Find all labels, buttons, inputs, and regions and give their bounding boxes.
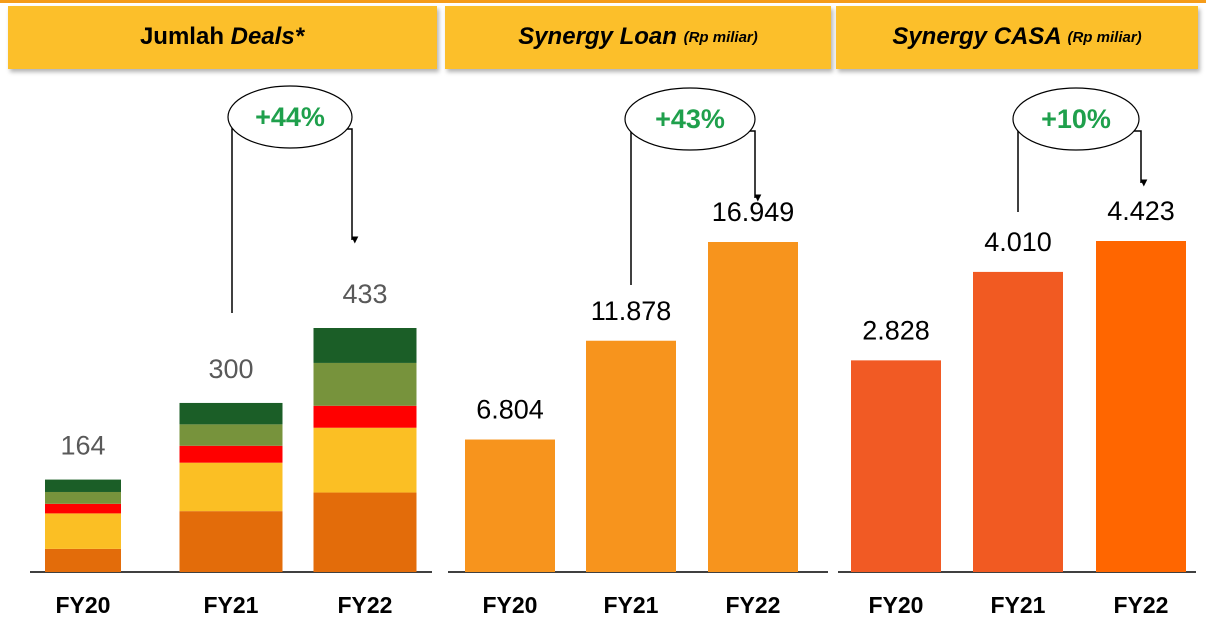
- header-title: Synergy Loan (Rp miliar): [518, 23, 758, 50]
- x-tick-label: FY21: [991, 592, 1046, 618]
- growth-bubble: [624, 87, 756, 151]
- title: Synergy Loan: [518, 23, 677, 50]
- header-box: [445, 6, 831, 69]
- bar-segment: [45, 479, 121, 492]
- title: Synergy CASA: [892, 23, 1061, 50]
- total-label: 433: [342, 279, 387, 309]
- bar-segment: [313, 328, 417, 363]
- value-label: 4.010: [984, 227, 1052, 257]
- value-label: 16.949: [712, 197, 795, 227]
- header-title: Jumlah Deals*: [140, 23, 306, 50]
- growth-bubble: [227, 85, 353, 149]
- bar-segment: [45, 503, 121, 514]
- x-tick-label: FY20: [56, 592, 111, 618]
- header-title: Synergy CASA (Rp miliar): [892, 23, 1141, 50]
- growth-annotation: +44%: [255, 102, 325, 132]
- bar-segment: [313, 492, 417, 572]
- value-label: 11.878: [591, 296, 672, 326]
- growth-bubble: [1012, 87, 1140, 151]
- bar-segment: [179, 424, 283, 446]
- title: Jumlah: [140, 23, 224, 50]
- x-tick-label: FY22: [338, 592, 393, 618]
- bar-segment: [313, 405, 417, 428]
- top-rule: [0, 0, 1206, 3]
- bar-segment: [179, 402, 283, 425]
- header-box: [8, 6, 437, 69]
- bar-segment: [313, 362, 417, 406]
- bar: [1096, 241, 1186, 572]
- bar-segment: [179, 511, 283, 572]
- total-label: 164: [60, 431, 105, 461]
- growth-annotation: +10%: [1041, 104, 1111, 134]
- bar: [973, 271, 1063, 572]
- bar-segment: [179, 462, 283, 512]
- growth-connector: [231, 128, 359, 313]
- x-tick-label: FY21: [204, 592, 259, 618]
- value-label: 6.804: [476, 395, 544, 425]
- bar-segment: [45, 491, 121, 504]
- total-label: 300: [208, 354, 253, 384]
- value-label: 2.828: [862, 315, 930, 345]
- growth-annotation: +43%: [655, 104, 725, 134]
- value-label: 4.423: [1107, 196, 1175, 226]
- bar: [586, 340, 676, 572]
- x-tick-label: FY21: [604, 592, 659, 618]
- header-box: [836, 6, 1198, 69]
- subtitle: (Rp miliar): [684, 29, 758, 46]
- bar-segment: [45, 513, 121, 549]
- x-tick-label: FY20: [869, 592, 924, 618]
- bar-segment: [179, 445, 283, 463]
- x-tick-label: FY20: [483, 592, 538, 618]
- bar: [708, 242, 798, 572]
- x-tick-label: FY22: [1114, 592, 1169, 618]
- subtitle: (Rp miliar): [1067, 29, 1141, 46]
- x-tick-label: FY22: [726, 592, 781, 618]
- bar-segment: [45, 548, 121, 572]
- bar: [851, 360, 941, 572]
- bar: [465, 439, 555, 572]
- bar-segment: [313, 427, 417, 493]
- title-emphasis: Deals*: [231, 23, 306, 50]
